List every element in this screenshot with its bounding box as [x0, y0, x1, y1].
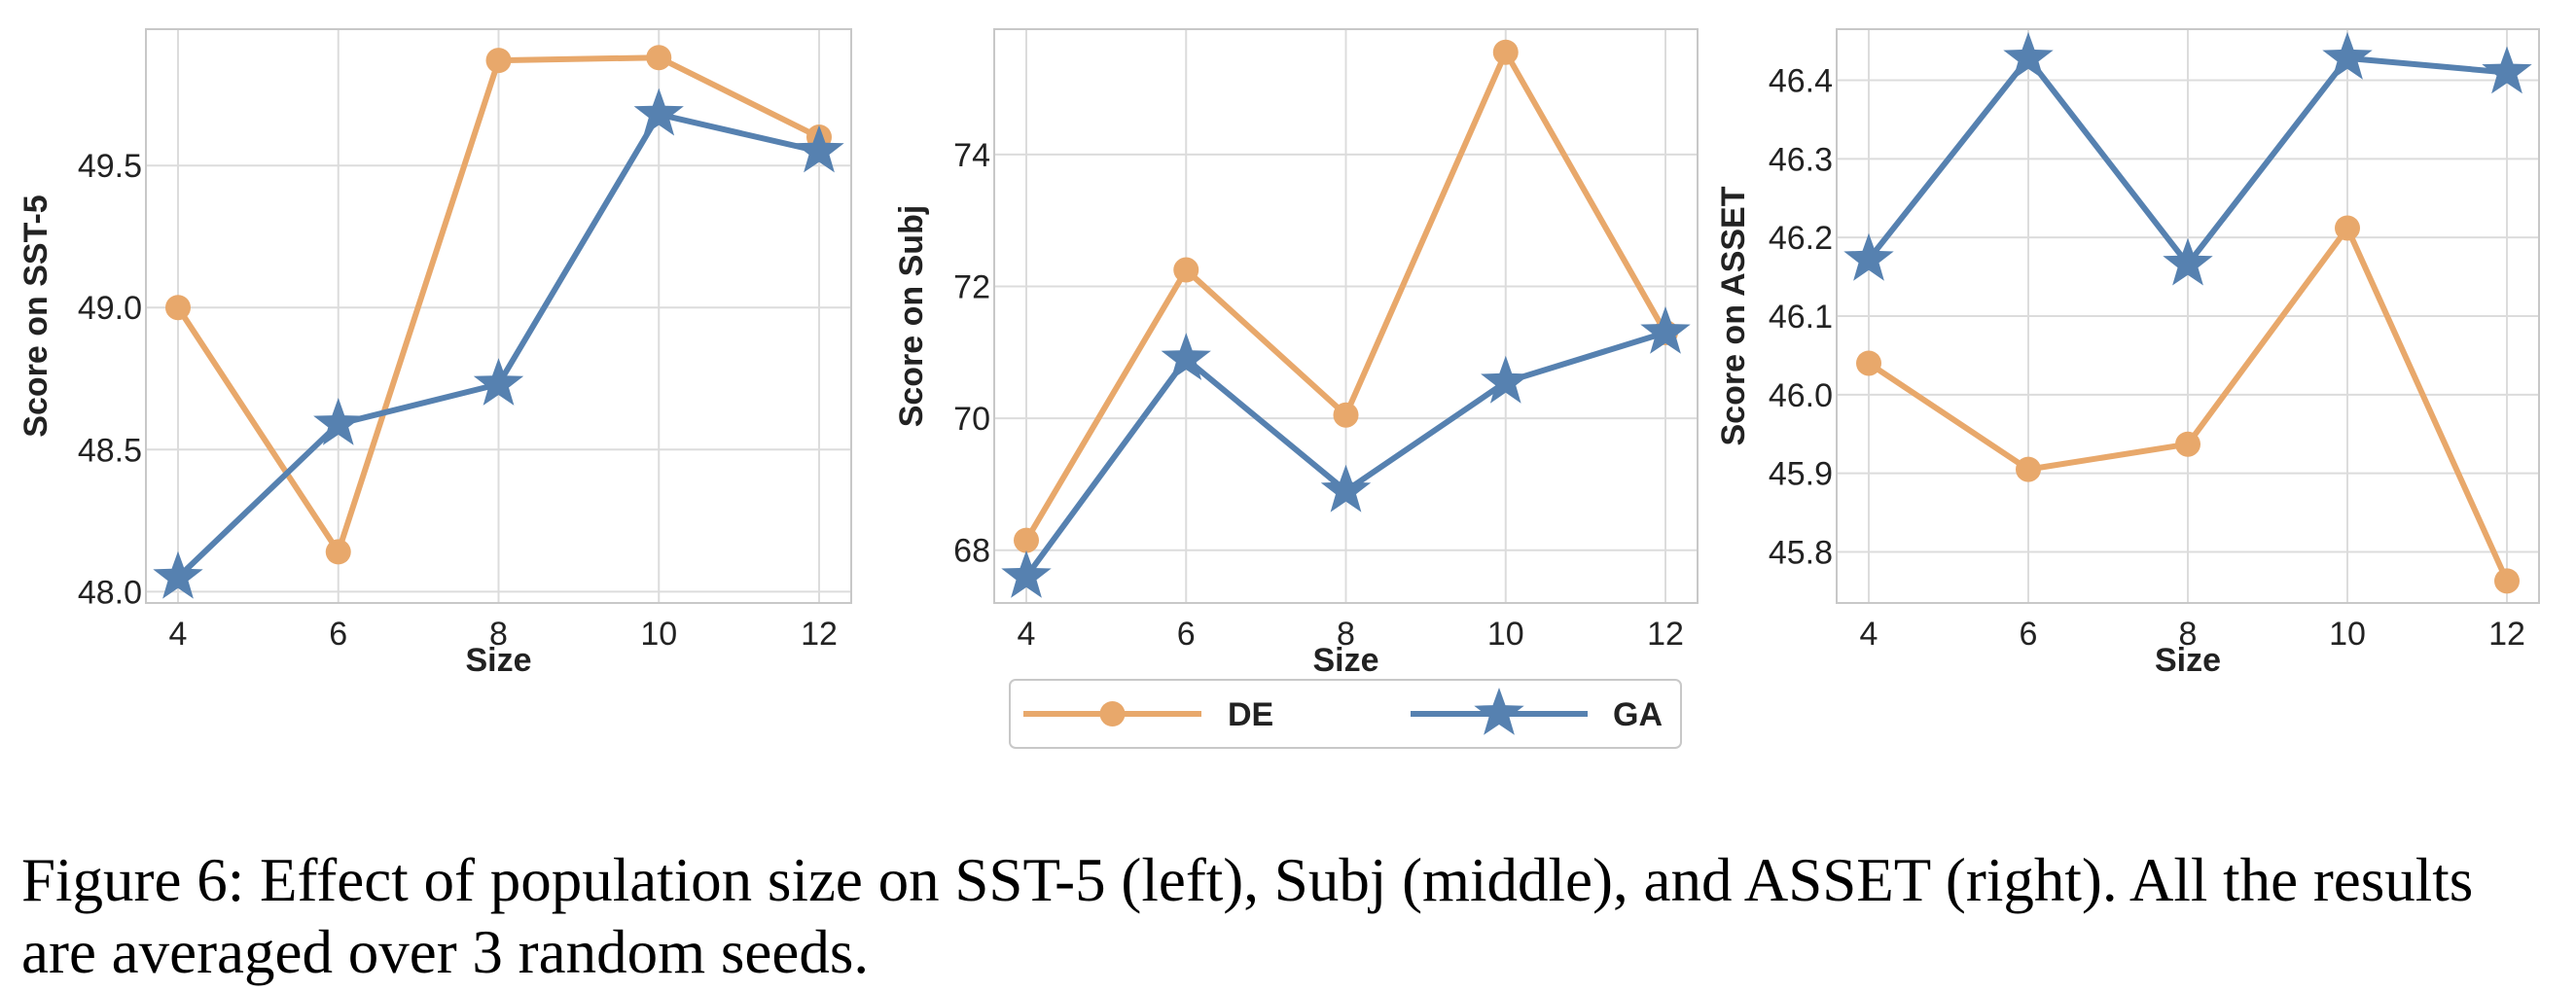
data-point-de	[2175, 431, 2200, 457]
data-point-ga	[1320, 464, 1372, 513]
x-tick-label: 6	[329, 616, 347, 653]
x-tick-label: 10	[1487, 616, 1524, 653]
data-point-de	[2016, 456, 2041, 482]
plot-frame	[1836, 28, 2540, 604]
y-tick-label: 46.1	[1769, 299, 1833, 336]
x-tick-label: 12	[2488, 616, 2525, 653]
data-point-ga	[2482, 46, 2532, 94]
x-axis-label: Size	[465, 642, 531, 679]
data-point-ga	[2163, 237, 2213, 286]
data-point-ga	[633, 88, 684, 136]
y-tick-label: 46.0	[1769, 377, 1833, 414]
x-tick-label: 4	[1860, 616, 1878, 653]
x-tick-label: 8	[2179, 616, 2198, 653]
x-tick-label: 8	[1337, 616, 1355, 653]
plot-frame	[993, 28, 1699, 604]
data-point-de	[485, 48, 512, 74]
data-point-ga	[2003, 31, 2054, 80]
data-point-de	[2335, 215, 2360, 241]
x-tick-label: 6	[2020, 616, 2038, 653]
data-point-ga	[1843, 232, 1894, 281]
chart-panel-1: 4 6 8 10 12 48.0 48.5 49.0 49.5 Size Score on SST-…	[18, 28, 852, 679]
data-point-ga	[1161, 333, 1211, 380]
data-point-de	[1333, 402, 1359, 428]
plot-frame	[145, 28, 852, 604]
data-point-de	[646, 45, 672, 71]
legend-label-de: DE	[1228, 696, 1273, 733]
x-tick-label: 4	[169, 616, 188, 653]
y-tick-label: 70	[953, 401, 990, 438]
y-tick-label: 45.8	[1769, 534, 1833, 571]
x-tick-label: 12	[801, 616, 838, 653]
data-point-ga	[794, 124, 844, 173]
x-axis-label: Size	[1312, 642, 1378, 679]
y-tick-label: 48.0	[78, 574, 142, 611]
data-point-ga	[473, 358, 524, 406]
y-tick-label: 49.0	[78, 290, 142, 327]
y-tick-label: 74	[953, 137, 990, 174]
legend-marker-de	[1099, 701, 1126, 726]
data-point-ga	[1001, 549, 1052, 598]
figure-caption: Figure 6: Effect of population size on S…	[21, 846, 2474, 986]
data-point-ga	[2322, 31, 2373, 80]
x-axis-label: Size	[2155, 642, 2221, 679]
data-point-ga	[153, 550, 203, 599]
x-tick-label: 10	[640, 616, 677, 653]
y-tick-label: 46.2	[1769, 220, 1833, 257]
x-tick-label: 10	[2329, 616, 2366, 653]
x-tick-label: 12	[1647, 616, 1684, 653]
y-tick-label: 45.9	[1769, 456, 1833, 493]
y-axis-label: Score on Subj	[893, 205, 930, 428]
x-tick-label: 4	[1018, 616, 1036, 653]
legend-marker-ga	[1474, 688, 1524, 735]
data-point-ga	[313, 398, 364, 445]
y-axis-label: Score on SST-5	[18, 195, 54, 437]
data-point-de	[1492, 39, 1519, 65]
y-axis-label: Score on ASSET	[1715, 186, 1752, 445]
x-tick-label: 6	[1177, 616, 1196, 653]
y-tick-label: 68	[953, 533, 990, 570]
data-point-de	[2494, 568, 2520, 594]
data-point-de	[165, 295, 191, 321]
legend: DE GA	[1009, 679, 1682, 749]
legend-label-ga: GA	[1613, 696, 1663, 733]
data-point-de	[1014, 527, 1039, 553]
y-tick-label: 49.5	[78, 148, 142, 185]
data-point-de	[1173, 257, 1199, 283]
data-point-de	[325, 539, 351, 565]
chart-panel-3: 4 6 8 10 12 45.8 45.9 46.0 46.1 46.2 46.3 46.4 Size S…	[1715, 28, 2540, 679]
data-point-de	[1856, 350, 1881, 376]
data-point-ga	[1640, 306, 1691, 354]
y-tick-label: 72	[953, 268, 990, 305]
data-point-ga	[1481, 355, 1531, 404]
y-tick-label: 46.4	[1769, 63, 1833, 100]
y-tick-label: 48.5	[78, 432, 142, 469]
x-tick-label: 8	[489, 616, 508, 653]
y-tick-label: 46.3	[1769, 141, 1833, 178]
